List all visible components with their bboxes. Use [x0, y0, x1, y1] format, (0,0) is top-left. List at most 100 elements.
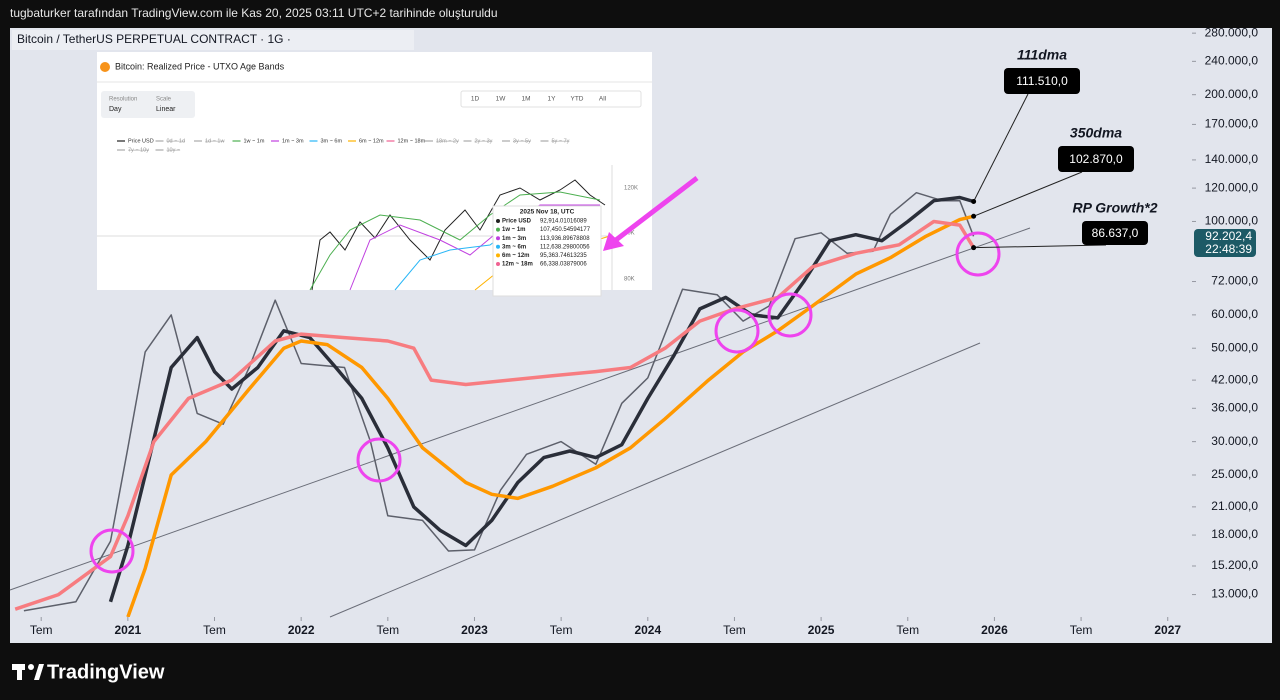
anchor-dot — [971, 199, 977, 205]
range-button: 1M — [521, 96, 530, 103]
y-tick-label: 60.000,0 — [1211, 307, 1258, 321]
symbol-bar — [12, 30, 414, 50]
value-box — [1004, 68, 1080, 94]
legend-item: 10y ~ — [167, 147, 181, 153]
legend-item: 5y ~ 7y — [552, 138, 570, 144]
y-tick-label: 200.000,0 — [1205, 87, 1259, 101]
inset-line — [311, 179, 606, 291]
range-button: 1W — [496, 96, 507, 103]
value-label: 102.870,0 — [1069, 152, 1123, 166]
x-tick-label: 2021 — [115, 623, 142, 637]
logo-mark — [34, 664, 44, 680]
inset-line — [309, 191, 601, 291]
legend-item: 6m ~ 12m — [359, 138, 384, 144]
y-tick-label: 25.000,0 — [1211, 467, 1258, 481]
series-name: RP Growth*2 — [1072, 200, 1157, 216]
inset-axis-label: 80K — [624, 277, 635, 283]
tooltip-value: 107,450.54594177 — [540, 227, 591, 233]
value-box — [1058, 146, 1134, 172]
y-tick-label: 280.000,0 — [1205, 25, 1259, 39]
x-tick-label: 2024 — [634, 623, 661, 637]
y-tick-label: 72.000,0 — [1211, 274, 1258, 288]
y-tick-label: 50.000,0 — [1211, 340, 1258, 354]
x-tick-label: Tem — [376, 623, 399, 637]
tooltip-value: 113,936.89678808 — [540, 236, 590, 242]
trend-line — [329, 342, 981, 618]
legend-item: 3m ~ 6m — [321, 138, 343, 144]
legend-item: 1m ~ 3m — [282, 138, 304, 144]
arrow — [610, 176, 699, 245]
x-tick-label: Tem — [1070, 623, 1093, 637]
x-tick-label: Tem — [550, 623, 573, 637]
tooltip-dot — [496, 253, 500, 258]
leader-line — [973, 171, 1083, 217]
leader-line — [973, 93, 1029, 202]
highlight-circles — [89, 231, 1001, 574]
x-tick-label: 2026 — [981, 623, 1008, 637]
control-caption: Resolution — [109, 97, 137, 103]
legend-item: 1d ~ 1w — [205, 138, 224, 144]
logo-text: TradingView — [47, 661, 165, 683]
logo: TradingView — [12, 661, 165, 683]
series-name: 350dma — [1070, 125, 1122, 141]
series-line — [14, 219, 976, 611]
circle — [356, 437, 402, 483]
legend-item: 18m ~ 2y — [436, 138, 459, 144]
series-line — [108, 195, 975, 603]
y-tick-label: 140.000,0 — [1205, 152, 1259, 166]
value-box — [1194, 229, 1256, 257]
y-tick-label: 100.000,0 — [1205, 214, 1259, 228]
tooltip-label: 1m ~ 3m — [502, 236, 526, 242]
control-value: Day — [109, 106, 122, 113]
legend-item: Price USD — [128, 138, 154, 144]
tooltip-label: 6m ~ 12m — [502, 253, 530, 259]
value-label: 86.637,0 — [1092, 226, 1139, 240]
tooltip-dot — [496, 219, 500, 223]
legend-item: 1w ~ 1m — [244, 138, 265, 144]
circle — [767, 292, 813, 338]
tooltip-date: 2025 Nov 18, UTC — [520, 209, 575, 216]
y-tick-label: 18.000,0 — [1211, 527, 1258, 541]
x-tick-label: 2023 — [461, 623, 488, 637]
x-tick-label: Tem — [723, 623, 746, 637]
tooltip-value: 66,338.03879006 — [540, 262, 587, 268]
x-tick-label: 2022 — [288, 623, 315, 637]
legend-item: 7y ~ 10y — [128, 147, 149, 153]
price-countdown: 22:48:39 — [1205, 242, 1252, 256]
y-tick-label: 13.000,0 — [1211, 587, 1258, 601]
circle — [714, 308, 760, 354]
tooltip-value: 92,914.01016089 — [540, 219, 587, 225]
btc-icon — [100, 62, 110, 72]
x-tick-label: Tem — [896, 623, 919, 637]
arrow-head — [603, 232, 624, 251]
symbol: Bitcoin / TetherUS PERPETUAL CONTRACT · … — [17, 32, 291, 46]
tooltip-dot — [496, 236, 500, 241]
logo-mark — [17, 664, 22, 680]
leader-line — [973, 244, 1107, 249]
series-name: 111dma — [1017, 47, 1067, 63]
range-box — [460, 90, 642, 108]
tooltip-bg — [492, 205, 602, 297]
control-caption: Scale — [156, 97, 172, 103]
y-tick-label: 170.000,0 — [1205, 117, 1259, 131]
inset-axis-label: 90K — [624, 231, 635, 237]
circle — [955, 231, 1001, 277]
anchor-dot — [971, 213, 977, 219]
circle — [89, 528, 135, 574]
x-tick-label: 2025 — [808, 623, 835, 637]
tooltip-label: 12m ~ 18m — [502, 262, 533, 268]
tooltip-dot — [496, 244, 500, 249]
series-layer — [14, 191, 976, 617]
tooltip-label: Price USD — [502, 219, 532, 225]
legend-item: 0d ~ 1d — [167, 138, 186, 144]
x-tick-label: Tem — [30, 623, 53, 637]
inset-axis-label: 120K — [624, 186, 638, 192]
controls-bg — [101, 91, 195, 118]
range-button: 1Y — [548, 96, 557, 103]
value-label: 111.510,0 — [1016, 74, 1068, 88]
inset-screenshot: Bitcoin: Realized Price - UTXO Age Bands… — [97, 52, 652, 297]
logo-mark — [28, 664, 34, 670]
inset-title: Bitcoin: Realized Price - UTXO Age Bands — [115, 61, 285, 71]
